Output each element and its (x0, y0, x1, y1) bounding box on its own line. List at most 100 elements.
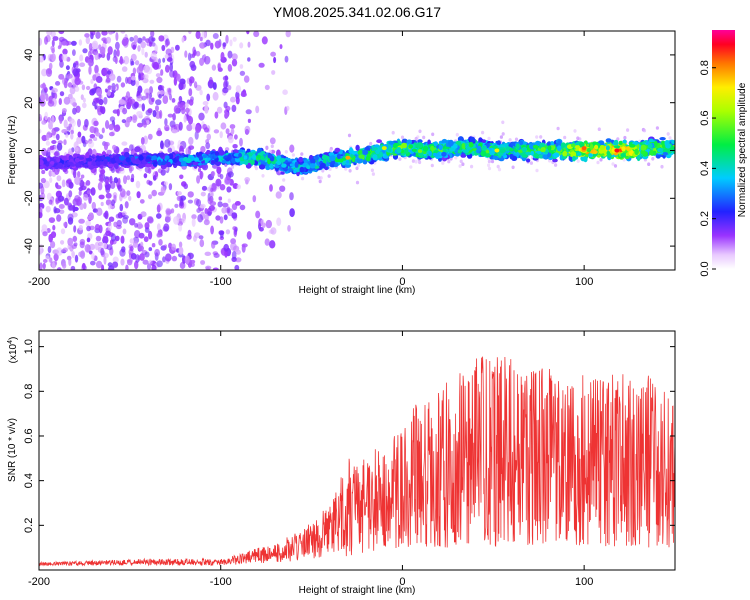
noise-cell (44, 111, 49, 121)
noise-cell (105, 77, 111, 83)
noise-cell (599, 157, 603, 162)
noise-cell (220, 51, 225, 61)
noise-cell (155, 105, 159, 112)
noise-cell (130, 60, 135, 66)
noise-cell (60, 240, 65, 245)
noise-cell (269, 137, 276, 145)
noise-cell (232, 36, 237, 42)
noise-cell (61, 53, 68, 62)
noise-cell (47, 116, 51, 123)
noise-cell (184, 101, 189, 109)
noise-cell (95, 235, 102, 242)
noise-cell (223, 214, 228, 221)
noise-cell (78, 190, 82, 196)
noise-cell (187, 199, 193, 204)
noise-cell (40, 185, 45, 195)
noise-cell (232, 144, 238, 149)
noise-cell (108, 31, 114, 35)
noise-cell (39, 207, 43, 217)
noise-cell (87, 59, 93, 67)
noise-cell (144, 115, 150, 122)
noise-cell (62, 48, 68, 55)
noise-cell (139, 253, 145, 261)
noise-cell (151, 97, 155, 103)
noise-cell (151, 264, 157, 270)
noise-cell (84, 33, 90, 38)
noise-cell (398, 157, 402, 161)
band-cell (345, 160, 350, 164)
noise-cell (430, 163, 434, 168)
noise-cell (204, 55, 211, 65)
noise-cell (124, 201, 129, 209)
noise-cell (57, 195, 65, 202)
noise-cell (222, 87, 229, 94)
noise-cell (211, 64, 217, 71)
noise-cell (152, 110, 157, 118)
noise-cell (155, 99, 162, 106)
noise-cell (441, 161, 445, 165)
noise-cell (269, 240, 276, 249)
noise-cell (73, 242, 78, 247)
noise-cell (103, 96, 108, 105)
noise-cell (225, 229, 231, 235)
noise-cell (258, 62, 265, 68)
noise-cell (122, 107, 128, 115)
noise-cell (108, 123, 114, 131)
noise-cell (165, 40, 171, 46)
noise-cell (347, 133, 352, 138)
noise-cell (63, 222, 67, 227)
noise-cell (45, 134, 50, 141)
noise-cell (197, 167, 202, 173)
noise-cell (289, 208, 295, 218)
noise-cell (221, 207, 228, 214)
noise-cell (201, 31, 207, 39)
noise-cell (136, 66, 143, 75)
noise-cell (51, 127, 57, 136)
band-cell (525, 158, 531, 163)
band-cell (218, 150, 225, 156)
noise-cell (175, 44, 180, 51)
noise-cell (70, 265, 76, 270)
noise-cell (89, 250, 93, 255)
noise-cell (317, 175, 321, 180)
band-cell (659, 137, 666, 141)
noise-cell (74, 86, 80, 92)
noise-cell (51, 39, 55, 47)
noise-cell (145, 74, 149, 79)
noise-cell (98, 98, 104, 106)
noise-cell (45, 93, 49, 102)
noise-cell (50, 231, 57, 239)
noise-cell (167, 147, 173, 153)
noise-cell (186, 124, 193, 132)
noise-cell (213, 129, 220, 134)
noise-cell (104, 181, 110, 189)
noise-cell (41, 134, 48, 142)
noise-cell (129, 246, 134, 252)
noise-cell (252, 195, 257, 203)
noise-cell (58, 73, 65, 80)
noise-cell (181, 218, 186, 224)
noise-cell (75, 105, 81, 114)
band-cell (133, 153, 138, 158)
noise-cell (178, 95, 183, 103)
noise-cell (69, 97, 76, 106)
noise-cell (204, 251, 212, 256)
noise-cell (140, 41, 146, 49)
noise-cell (287, 225, 291, 232)
band-cell (362, 159, 368, 165)
noise-cell (147, 263, 151, 270)
noise-cell (165, 64, 170, 73)
noise-cell (179, 174, 184, 180)
noise-cell (123, 175, 127, 185)
noise-cell (149, 41, 153, 47)
noise-cell (164, 54, 169, 59)
noise-cell (187, 191, 194, 198)
noise-cell (409, 165, 413, 169)
noise-cell (162, 57, 166, 63)
noise-cell (94, 132, 100, 137)
noise-cell (79, 238, 86, 246)
noise-cell (147, 108, 153, 114)
noise-cell (261, 174, 265, 178)
noise-cell (219, 173, 224, 180)
noise-cell (112, 144, 117, 150)
